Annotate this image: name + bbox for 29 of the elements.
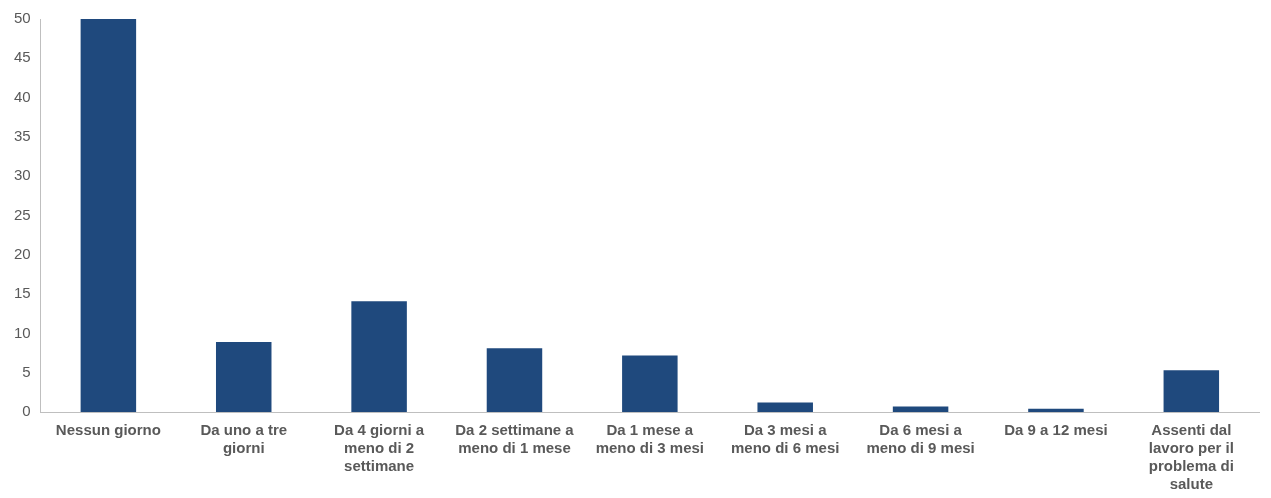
- y-tick-label: 10: [14, 323, 31, 341]
- y-tick-label: 30: [14, 166, 31, 184]
- x-tick-label: Da 2 settimane a meno di 1 mese: [455, 421, 575, 457]
- x-tick-label: Da uno a tre giorni: [200, 421, 288, 457]
- bar: [486, 348, 543, 412]
- x-tick-label: Assenti dal lavoro per il problema di salute: [1148, 421, 1234, 493]
- bar: [1163, 370, 1220, 412]
- x-tick-label: Nessun giorno: [55, 421, 161, 439]
- y-tick-label: 25: [14, 205, 31, 223]
- bar: [892, 406, 949, 412]
- x-tick-label: Da 6 mesi a meno di 9 mesi: [866, 421, 975, 457]
- y-tick-label: 15: [14, 284, 31, 302]
- bar: [351, 301, 407, 412]
- y-tick-label: 45: [14, 48, 31, 66]
- x-tick-label: Da 1 mese a meno di 3 mesi: [595, 421, 705, 457]
- y-tick-label: 35: [14, 127, 31, 145]
- y-tick-label: 50: [14, 9, 31, 27]
- bar: [757, 402, 813, 412]
- y-tick-label: 5: [22, 362, 31, 380]
- bar: [80, 19, 137, 412]
- y-tick-label: 20: [14, 244, 31, 262]
- bar: [215, 342, 272, 412]
- x-tick-label: Da 9 a 12 mesi: [1004, 421, 1108, 439]
- bar: [1028, 408, 1084, 412]
- y-tick-label: 0: [22, 402, 31, 420]
- x-tick-label: Da 3 mesi a meno di 6 mesi: [731, 421, 840, 457]
- y-tick-label: 40: [14, 87, 31, 105]
- x-tick-label: Da 4 giorni a meno di 2 settimane: [334, 421, 425, 475]
- bar: [622, 355, 678, 412]
